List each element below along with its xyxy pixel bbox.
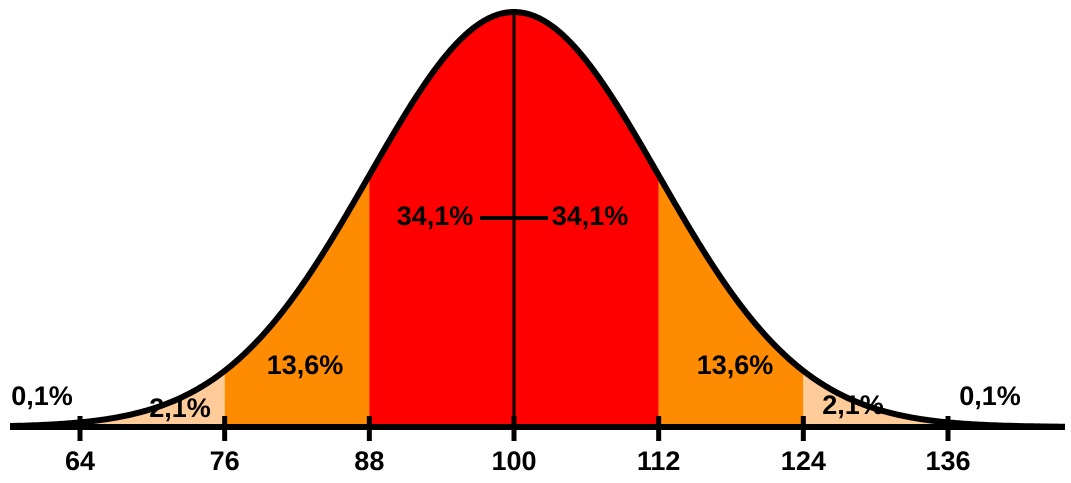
segment-label: 0,1% (11, 381, 73, 411)
segment-label: 2,1% (149, 393, 211, 423)
x-tick-label: 124 (781, 446, 826, 476)
x-tick-label: 100 (491, 446, 536, 476)
segment-label: 13,6% (697, 350, 774, 380)
segment-label: 13,6% (267, 350, 344, 380)
x-tick-label: 76 (210, 446, 240, 476)
x-tick-label: 112 (637, 446, 681, 476)
band (803, 370, 948, 427)
x-tick-label: 64 (65, 446, 95, 476)
segment-label: 34,1% (552, 201, 629, 231)
x-tick-label: 88 (354, 446, 384, 476)
band (80, 370, 225, 427)
segment-label: 0,1% (959, 381, 1021, 411)
x-tick-label: 136 (925, 446, 970, 476)
segment-label: 34,1% (397, 201, 474, 231)
curve (10, 9, 1065, 430)
segment-label: 2,1% (822, 390, 884, 420)
